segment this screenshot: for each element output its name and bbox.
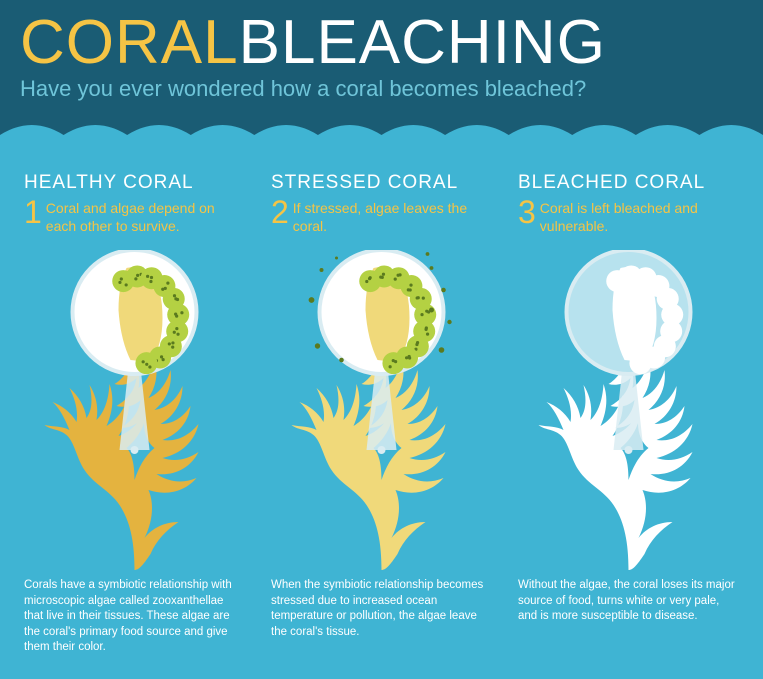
column-title: BLEACHED CORAL [518,172,739,194]
description: Without the algae, the coral loses its m… [518,578,739,625]
wave-divider [0,121,763,151]
tagline-row: 2If stressed, algae leaves the coral. [271,198,492,240]
illustration [24,250,245,570]
title-word2: BLEACHING [239,8,606,77]
tagline: Coral and algae depend on each other to … [46,198,245,235]
description: When the symbiotic relationship becomes … [271,578,492,640]
tagline: Coral is left bleached and vulnerable. [540,198,739,235]
tagline-row: 1Coral and algae depend on each other to… [24,198,245,240]
column-title: STRESSED CORAL [271,172,492,194]
column-2: STRESSED CORAL 2If stressed, algae leaves… [271,172,492,656]
illustration [518,250,739,570]
step-number: 2 [271,198,289,227]
column-3: BLEACHED CORAL 3Coral is left bleached an… [518,172,739,656]
body: HEALTHY CORAL 1Coral and algae depend on … [0,150,763,679]
column-title: HEALTHY CORAL [24,172,245,194]
description: Corals have a symbiotic relationship wit… [24,578,245,656]
subtitle: Have you ever wondered how a coral becom… [20,76,743,102]
page-title: CORALBLEACHING [20,12,743,74]
step-number: 3 [518,198,536,227]
column-1: HEALTHY CORAL 1Coral and algae depend on … [24,172,245,656]
title-word1: CORAL [20,8,239,77]
tagline-row: 3Coral is left bleached and vulnerable. [518,198,739,240]
columns: HEALTHY CORAL 1Coral and algae depend on … [24,172,739,656]
illustration [271,250,492,570]
step-number: 1 [24,198,42,227]
tagline: If stressed, algae leaves the coral. [293,198,492,235]
header: CORALBLEACHING Have you ever wondered ho… [0,0,763,150]
